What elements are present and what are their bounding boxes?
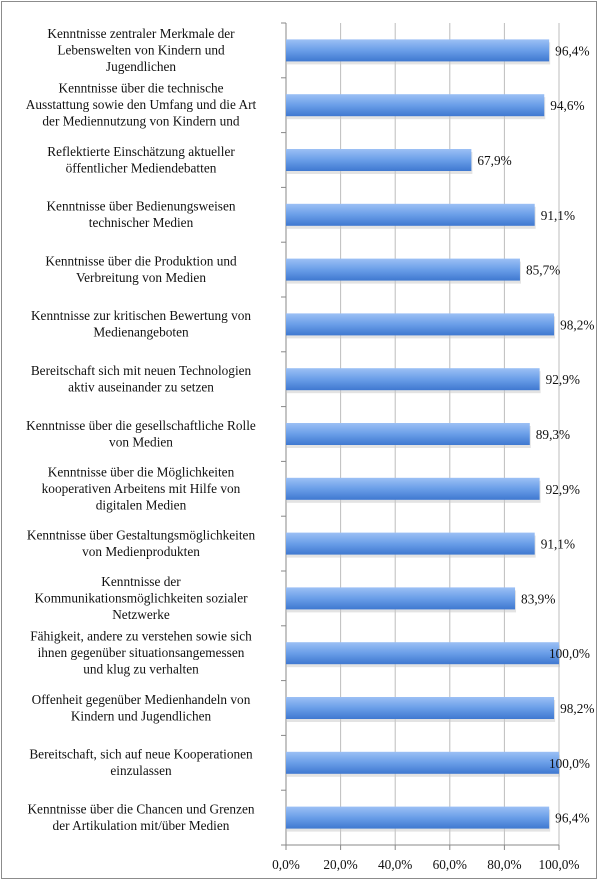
x-tick-label: 80,0% <box>487 857 521 872</box>
value-label: 96,4% <box>555 811 589 826</box>
category-label: Kenntnisse über die Produktion und <box>45 253 237 268</box>
x-tick-label: 40,0% <box>378 857 412 872</box>
value-label: 91,1% <box>541 208 575 223</box>
category-label: Fähigkeit, andere zu verstehen sowie sic… <box>30 629 252 644</box>
value-label: 100,0% <box>549 646 590 661</box>
category-label: Verbreitung von Medien <box>76 270 206 285</box>
value-label: 100,0% <box>549 756 590 771</box>
bar <box>286 39 550 62</box>
category-label: der Artikulation mit/über Medien <box>53 818 230 833</box>
category-label: Kenntnisse über die Chancen und Grenzen <box>27 801 254 816</box>
category-label: von Medien <box>109 434 173 449</box>
category-label: Bereitschaft, sich auf neue Kooperatione… <box>29 747 253 762</box>
bar <box>286 94 545 117</box>
bar <box>286 642 559 665</box>
value-label: 89,3% <box>536 427 570 442</box>
category-label: kooperativen Arbeitens mit Hilfe von <box>42 481 241 496</box>
category-label: der Mediennutzung von Kindern und <box>42 114 240 129</box>
category-label: aktiv auseinander zu setzen <box>68 379 214 394</box>
bar <box>286 697 555 719</box>
category-label: Kindern und Jugendlichen <box>71 708 212 723</box>
bar <box>286 149 472 171</box>
category-label: Kenntnisse über Gestaltungsmöglichkeiten <box>27 527 256 542</box>
category-label: technischer Medien <box>89 215 194 230</box>
category-label: Kenntnisse über die Möglichkeiten <box>48 464 235 479</box>
category-label: Lebenswelten von Kindern und <box>57 42 225 57</box>
category-label: Reflektierte Einschätzung aktueller <box>47 144 235 159</box>
category-label: Bereitschaft sich mit neuen Technologien <box>31 363 252 378</box>
value-label: 98,2% <box>560 701 594 716</box>
value-label: 85,7% <box>526 263 560 278</box>
category-label: von Medienprodukten <box>82 544 200 559</box>
category-label: digitalen Medien <box>96 497 187 512</box>
category-label: einzulassen <box>110 763 172 778</box>
value-label: 91,1% <box>541 537 575 552</box>
value-label: 92,9% <box>546 372 580 387</box>
bar <box>286 477 540 500</box>
category-label: Kommunikationsmöglichkeiten sozialer <box>34 590 248 605</box>
x-tick-label: 60,0% <box>433 857 467 872</box>
category-label: Kenntnisse der <box>101 574 181 589</box>
bar <box>286 203 535 226</box>
bar <box>286 368 540 391</box>
value-label: 98,2% <box>560 317 594 332</box>
bar <box>286 806 550 829</box>
value-label: 83,9% <box>521 591 555 606</box>
x-tick-label: 0,0% <box>272 857 300 872</box>
category-label: ihnen gegenüber situationsangemessen <box>38 645 245 660</box>
category-label: Ausstattung sowie den Umfang und die Art <box>26 97 257 112</box>
bar <box>286 532 535 555</box>
category-label: Kenntnisse zur kritischen Bewertung von <box>31 308 251 323</box>
category-label: Netzwerke <box>112 607 170 622</box>
value-label: 92,9% <box>546 482 580 497</box>
x-tick-label: 100,0% <box>539 857 580 872</box>
bar <box>286 751 559 774</box>
value-label: 67,9% <box>477 153 511 168</box>
category-label: Kenntnisse über die technische <box>58 81 223 96</box>
category-label: Kenntnisse über die gesellschaftliche Ro… <box>26 418 256 433</box>
value-label: 96,4% <box>555 43 589 58</box>
value-label: 94,6% <box>550 98 584 113</box>
x-tick-label: 20,0% <box>323 857 357 872</box>
category-label: Kenntnisse über Bedienungsweisen <box>46 199 235 214</box>
category-label: Jugendlichen <box>106 59 177 74</box>
bar <box>286 258 520 281</box>
bar <box>286 423 530 445</box>
bar <box>286 587 516 610</box>
category-label: Kenntnisse zentraler Merkmale der <box>47 26 235 41</box>
category-label: Medienangeboten <box>93 325 189 340</box>
category-label: Offenheit gegenüber Medienhandeln von <box>32 692 251 707</box>
category-label: öffentlicher Mediendebatten <box>66 160 217 175</box>
category-label: und klug zu verhalten <box>83 662 199 677</box>
bar <box>286 313 555 336</box>
